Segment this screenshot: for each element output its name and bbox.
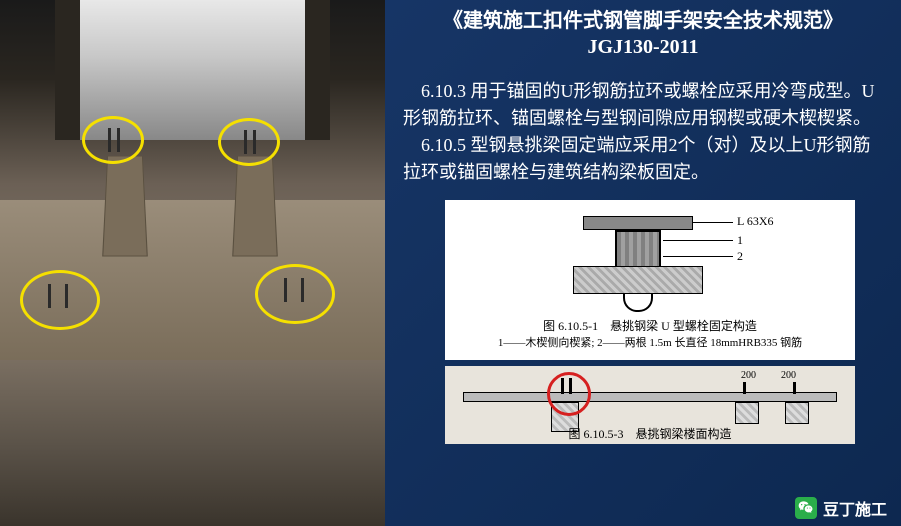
slide-root: 《建筑施工扣件式钢管脚手架安全技术规范》 JGJ130-2011 6.10.3 …	[0, 0, 901, 526]
highlight-circle-1	[82, 116, 144, 164]
figure-1-diagram: L 63X6 1 2	[453, 208, 847, 313]
photo-beam-left	[102, 156, 148, 257]
highlight-circle-2	[218, 118, 280, 166]
spec-para-1: 6.10.3 用于锚固的U形钢筋拉环或螺栓应采用冷弯成型。U形钢筋拉环、锚固螺栓…	[403, 78, 883, 132]
watermark-text: 豆丁施工	[823, 496, 887, 520]
construction-photo	[0, 0, 385, 526]
fig1-concrete-slab	[573, 266, 703, 294]
fig1-leader-angle	[693, 222, 733, 223]
fig2-support-3	[785, 402, 809, 424]
fig2-anchor-3	[743, 382, 746, 394]
figure-1-caption: 图 6.10.5-1 悬挑钢梁 U 型螺栓固定构造	[453, 317, 847, 334]
wechat-icon	[795, 497, 817, 519]
fig1-steel-flange	[583, 216, 693, 230]
spec-body: 6.10.3 用于锚固的U形钢筋拉环或螺栓应采用冷弯成型。U形钢筋拉环、锚固螺栓…	[403, 78, 883, 186]
spec-title: 《建筑施工扣件式钢管脚手架安全技术规范》 JGJ130-2011	[403, 8, 883, 60]
figure-2-caption: 图 6.10.5-3 悬挑钢梁楼面构造	[445, 425, 855, 442]
fig2-dim-1: 200	[741, 370, 756, 381]
fig2-anchor-4	[793, 382, 796, 394]
fig2-red-highlight	[547, 372, 591, 416]
fig1-angle-label: L 63X6	[737, 214, 774, 229]
fig1-leader-2	[663, 256, 733, 257]
title-line-2: JGJ130-2011	[403, 34, 883, 60]
fig1-label-1: 1	[737, 233, 743, 248]
fig2-support-2	[735, 402, 759, 424]
fig2-dim-2: 200	[781, 370, 796, 381]
figure-1: L 63X6 1 2 图 6.10.5-1 悬挑钢梁 U 型螺栓固定构造 1——…	[445, 200, 855, 360]
photo-panel	[0, 0, 385, 526]
text-panel: 《建筑施工扣件式钢管脚手架安全技术规范》 JGJ130-2011 6.10.3 …	[385, 0, 901, 526]
figure-2: 200 200 图 6.10.5-3 悬挑钢梁楼面构造	[445, 366, 855, 444]
fig1-leader-1	[663, 240, 733, 241]
photo-beam-right	[232, 156, 278, 257]
watermark: 豆丁施工	[795, 496, 887, 520]
figure-1-note: 1——木楔侧向楔紧; 2——两根 1.5m 长直径 18mmHRB335 钢筋	[453, 334, 847, 350]
highlight-circle-4	[255, 264, 335, 324]
fig2-beam	[463, 392, 837, 402]
spec-para-2: 6.10.5 型钢悬挑梁固定端应采用2个（对）及以上U形钢筋拉环或锚固螺栓与建筑…	[403, 132, 883, 186]
fig1-ubolt-curve	[623, 294, 653, 312]
fig1-label-2: 2	[737, 249, 743, 264]
title-line-1: 《建筑施工扣件式钢管脚手架安全技术规范》	[403, 8, 883, 34]
highlight-circle-3	[20, 270, 100, 330]
